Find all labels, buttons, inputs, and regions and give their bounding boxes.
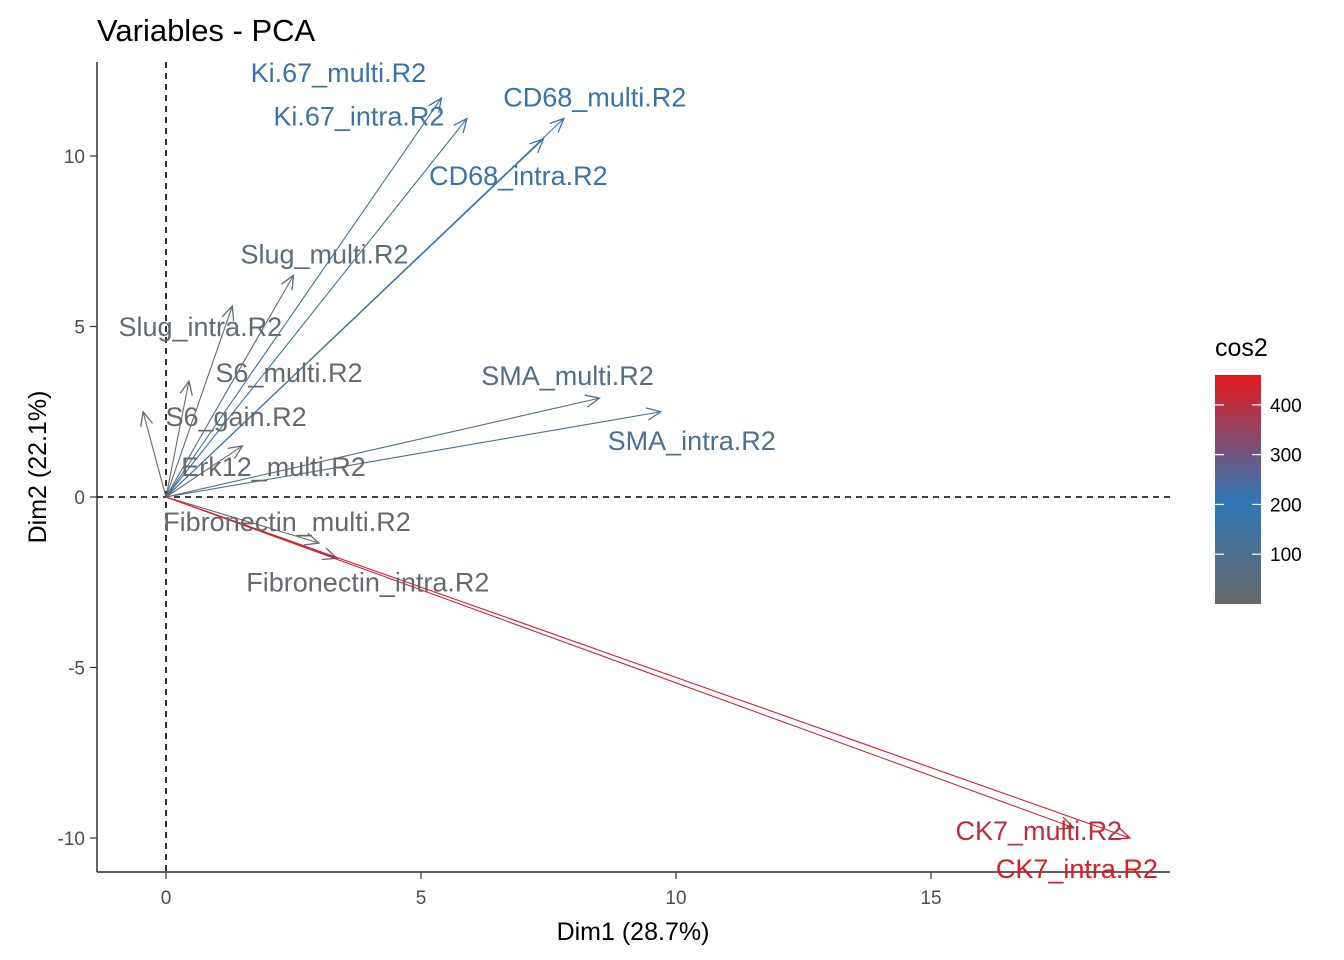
arrow-shaft [165, 496, 1131, 839]
variable-label: CK7_intra.R2 [996, 854, 1158, 884]
axis-ticks: 0 5 10 15 -10 -5 0 5 10 [58, 147, 942, 909]
legend-tick-label: 300 [1270, 446, 1302, 467]
arrow-ck7-multi-r2 [165, 496, 1076, 830]
variable-arrows [140, 96, 1132, 840]
arrow-shaft [165, 138, 544, 498]
arrow-ki-67-intra-r2 [165, 117, 468, 498]
arrow-erk12-multi-r2 [165, 444, 244, 498]
arrow-shaft [165, 411, 661, 498]
arrow-head [549, 117, 565, 133]
variable-label: S6_gain.R2 [165, 402, 306, 432]
arrow-ki-67-multi-r2 [165, 96, 443, 498]
variable-labels: Ki.67_multi.R2 Ki.67_intra.R2 CD68_multi.R… [118, 58, 1157, 884]
legend: cos2 100 200 300 400 [1215, 334, 1302, 604]
variable-label: Slug_intra.R2 [118, 312, 282, 342]
variable-label: CD68_multi.R2 [503, 82, 686, 112]
arrow-head [646, 407, 663, 421]
variable-label: SMA_multi.R2 [481, 361, 654, 391]
x-tick-label: 5 [416, 888, 427, 909]
arrow-head [321, 547, 339, 561]
arrow-head [304, 532, 321, 546]
y-tick-label: 10 [64, 147, 85, 168]
x-tick-label: 10 [665, 888, 686, 909]
arrow-shaft [165, 496, 320, 544]
variable-label: Ki.67_multi.R2 [251, 58, 427, 88]
arrow-ck7-intra-r2 [165, 496, 1132, 840]
arrow-slug-multi-r2 [165, 273, 295, 498]
arrow-sma-multi-r2 [165, 394, 602, 498]
variable-label: Fibronectin_intra.R2 [246, 567, 489, 597]
legend-tick-label: 400 [1270, 396, 1302, 417]
arrow-shaft [165, 97, 442, 498]
variable-label: CD68_intra.R2 [429, 161, 608, 191]
x-tick-label: 15 [920, 888, 941, 909]
variable-label: Fibronectin_multi.R2 [163, 507, 411, 537]
arrow-head [221, 304, 235, 322]
x-tick-label: 0 [161, 888, 172, 909]
arrow-shaft [165, 380, 190, 498]
arrow-head [1114, 827, 1132, 840]
arrow-fibronectin-multi-r2 [165, 496, 321, 546]
arrow-head [140, 410, 154, 427]
arrow-shaft [165, 397, 600, 498]
arrow-head [529, 137, 545, 154]
arrow-shaft [165, 275, 294, 498]
variable-label: SMA_intra.R2 [608, 426, 776, 456]
arrow-head [280, 273, 295, 291]
arrow-shaft [165, 118, 468, 498]
legend-tick-label: 200 [1270, 495, 1302, 516]
arrow-s6-multi-r2 [165, 379, 193, 498]
arrow-head [428, 96, 443, 113]
arrow-shaft [165, 496, 1074, 829]
plot-title: Variables - PCA [97, 13, 316, 48]
variable-label: Erk12_multi.R2 [181, 452, 366, 482]
y-tick-label: -5 [68, 659, 85, 680]
legend-title: cos2 [1215, 334, 1268, 362]
arrow-head [584, 394, 602, 408]
plot-panel: 0 5 10 15 -10 -5 0 5 10 Ki.67_multi.R2 Ki.67_intr… [58, 58, 1170, 909]
arrow-cd68-intra-r2 [165, 137, 545, 498]
y-axis-title: Dim2 (22.1%) [24, 391, 52, 544]
arrow-shaft [165, 445, 243, 498]
x-axis-title: Dim1 (28.7%) [557, 918, 710, 946]
variable-label: Ki.67_intra.R2 [273, 101, 444, 131]
variable-label: S6_multi.R2 [215, 358, 362, 388]
arrow-shaft [142, 411, 167, 498]
arrow-shaft [165, 305, 233, 498]
arrow-head [453, 117, 468, 134]
arrow-slug-intra-r2 [165, 304, 235, 498]
arrow-sma-intra-r2 [165, 407, 663, 498]
arrow-head [227, 444, 244, 459]
y-tick-label: 0 [74, 488, 85, 509]
arrow-s6-gain-r2 [140, 410, 167, 498]
variable-label: Slug_multi.R2 [240, 239, 408, 269]
y-tick-label: -10 [58, 829, 85, 850]
arrow-head [179, 379, 193, 396]
variable-label: CK7_multi.R2 [956, 816, 1123, 846]
legend-colorbar [1215, 375, 1261, 604]
legend-ticks: 100 200 300 400 [1215, 396, 1302, 566]
arrow-head [1058, 816, 1076, 830]
legend-tick-label: 100 [1270, 545, 1302, 566]
y-tick-label: 5 [74, 318, 85, 339]
